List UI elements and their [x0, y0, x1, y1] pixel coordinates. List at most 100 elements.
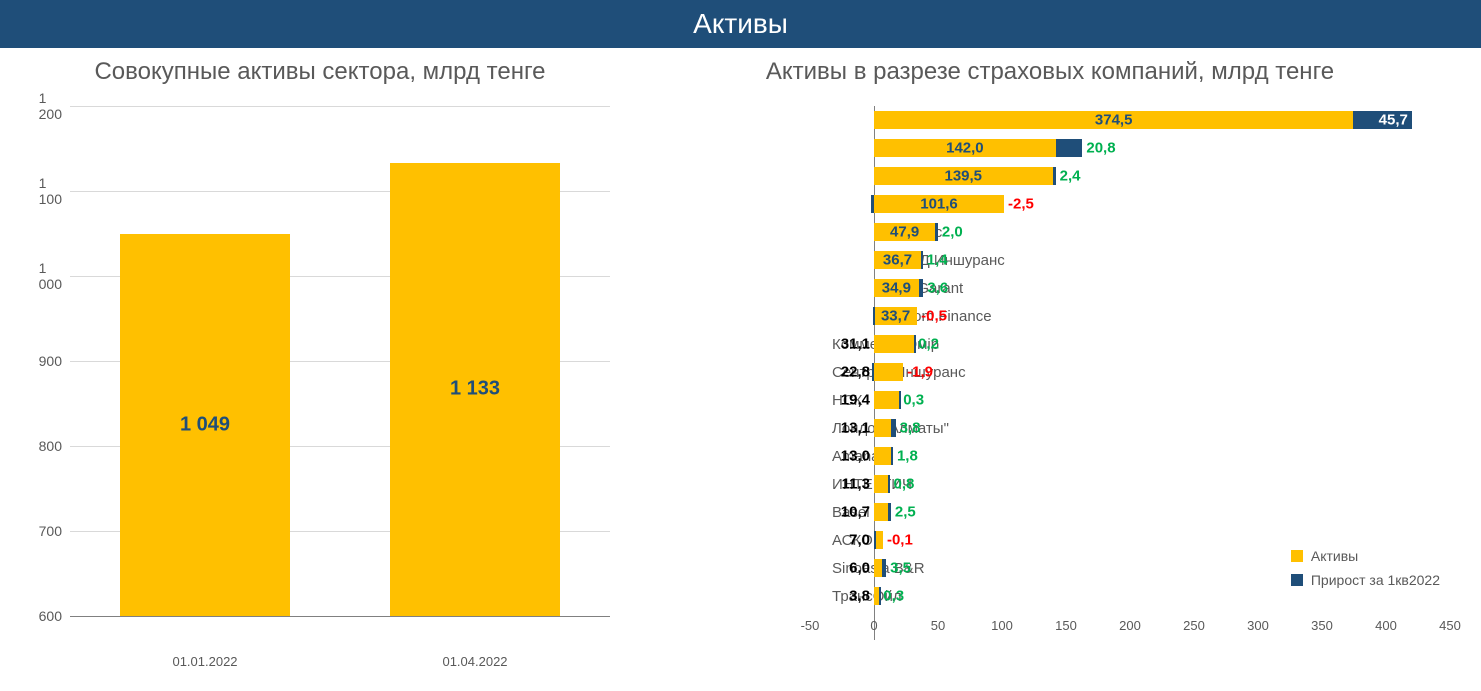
hbar-growth-value: 3,5: [890, 560, 911, 577]
hbar-asset-value: 374,5: [1095, 112, 1133, 129]
x-tick-label: 0: [870, 618, 877, 633]
hbar-asset-value: 101,6: [920, 196, 958, 213]
y-tick-label: 700: [39, 523, 70, 539]
y-tick-label: 1 000: [39, 260, 70, 292]
hbar-growth-value: -0,5: [921, 308, 947, 325]
hbar-row: Freedom Finance33,7-0,5: [810, 302, 1450, 330]
hbar-growth-bar: [891, 447, 893, 465]
x-tick-label: 350: [1311, 618, 1333, 633]
right-hbar-chart: Евразия374,545,7Халык142,020,8KazakhExpo…: [640, 106, 1460, 666]
x-tick-label: 250: [1183, 618, 1205, 633]
hbar-growth-value: 0,3: [903, 392, 924, 409]
hbar-row: KazakhExport139,52,4: [810, 162, 1450, 190]
x-tick-label: 01.04.2022: [442, 654, 507, 669]
hbar-asset-value: 22,8: [841, 364, 870, 381]
hbar-growth-bar: [899, 391, 901, 409]
hbar-row: Виктория101,6-2,5: [810, 190, 1450, 218]
chart-legend: Активы Прирост за 1кв2022: [1291, 548, 1440, 596]
x-tick-label: 01.01.2022: [172, 654, 237, 669]
hbar-category-label: ТрансОйл: [832, 588, 842, 605]
hbar-growth-value: 20,8: [1086, 140, 1115, 157]
hbar-row: ИНТЕРТИЧ11,3 0,8: [810, 470, 1450, 498]
bar-value-label: 1 133: [450, 378, 500, 401]
hbar-growth-value: 0,8: [893, 476, 914, 493]
x-tick-label: 200: [1119, 618, 1141, 633]
hbar-growth-bar: [871, 195, 874, 213]
hbar-asset-bar: [874, 447, 891, 465]
hbar-asset-value: 13,1: [841, 420, 870, 437]
hbar-asset-value: 3,8: [849, 588, 870, 605]
hbar-growth-value: 1,4: [927, 252, 948, 269]
hbar-asset-bar: [874, 391, 899, 409]
hbar-row: Лондон-Алматы"13,13,8: [810, 414, 1450, 442]
x-tick-label: 450: [1439, 618, 1461, 633]
hbar-growth-value: 2,0: [942, 224, 963, 241]
legend-label-assets: Активы: [1311, 548, 1358, 564]
hbar-asset-bar: [874, 363, 903, 381]
hbar-growth-bar: [891, 419, 896, 437]
hbar-growth-value: 45,7: [1379, 112, 1408, 129]
hbar-growth-value: 3,6: [927, 280, 948, 297]
hbar-category-label: ИНТЕРТИЧ: [832, 476, 842, 493]
y-tick-label: 800: [39, 438, 70, 454]
hbar-asset-value: 34,9: [882, 280, 911, 297]
hbar-asset-bar: [874, 419, 891, 437]
hbar-asset-value: 10,7: [841, 504, 870, 521]
hbar-growth-bar: [888, 503, 891, 521]
hbar-growth-value: -0,1: [887, 532, 913, 549]
hbar-growth-bar: [879, 587, 881, 605]
hbar-growth-value: 0,3: [883, 588, 904, 605]
hbar-asset-value: 7,0: [849, 532, 870, 549]
bar-value-label: 1 049: [180, 414, 230, 437]
hbar-growth-value: 1,8: [897, 448, 918, 465]
bar: 1 049: [120, 234, 290, 616]
x-tick-label: 150: [1055, 618, 1077, 633]
gridline: [70, 106, 610, 107]
legend-item-growth: Прирост за 1кв2022: [1291, 572, 1440, 588]
hbar-category-label: Sinoasia B&R: [832, 560, 842, 577]
hbar-row: Казахмыс47,92,0: [810, 218, 1450, 246]
hbar-growth-bar: [1056, 139, 1083, 157]
hbar-asset-bar: [874, 503, 888, 521]
hbar-growth-bar: [921, 251, 923, 269]
bar-group: 1 13301.04.2022: [390, 163, 560, 616]
hbar-growth-bar: [873, 307, 875, 325]
right-chart-title: Активы в разрезе страховых компаний, млр…: [640, 58, 1460, 86]
y-tick-label: 900: [39, 353, 70, 369]
hbar-growth-bar: [872, 363, 874, 381]
hbar-asset-value: 142,0: [946, 140, 984, 157]
hbar-asset-bar: [874, 335, 914, 353]
hbar-growth-bar: [874, 531, 876, 549]
left-bar-chart: 6007008009001 0001 1001 2001 04901.01.20…: [70, 106, 610, 646]
hbar-asset-value: 11,3: [842, 476, 870, 493]
y-tick-label: 1 100: [39, 175, 70, 207]
page-header: Активы: [0, 0, 1481, 48]
x-tick-label: -50: [801, 618, 820, 633]
hbar-row: Евразия374,545,7: [810, 106, 1450, 134]
page-title: Активы: [693, 8, 788, 39]
left-chart-title: Совокупные активы сектора, млрд тенге: [20, 58, 620, 86]
y-tick-label: 1 200: [39, 90, 70, 122]
hbar-growth-bar: [1053, 167, 1056, 185]
hbar-growth-value: 2,4: [1060, 168, 1081, 185]
hbar-asset-value: 47,9: [890, 224, 919, 241]
legend-item-assets: Активы: [1291, 548, 1440, 564]
right-chart-panel: Активы в разрезе страховых компаний, млр…: [640, 58, 1460, 666]
charts-container: Совокупные активы сектора, млрд тенге 60…: [0, 48, 1481, 686]
hbar-asset-value: 13,0: [841, 448, 870, 465]
hbar-row: НОМАД Иншуранс36,71,4: [810, 246, 1450, 274]
left-chart-panel: Совокупные активы сектора, млрд тенге 60…: [20, 58, 640, 666]
hbar-growth-bar: [888, 475, 890, 493]
hbar-asset-bar: [874, 559, 882, 577]
hbar-growth-bar: [935, 223, 938, 241]
bar: 1 133: [390, 163, 560, 616]
hbar-row: Basel10,72,5: [810, 498, 1450, 526]
hbar-growth-value: 2,5: [895, 504, 916, 521]
hbar-growth-value: -2,5: [1008, 196, 1034, 213]
legend-swatch-growth: [1291, 574, 1303, 586]
hbar-asset-value: 6,0: [849, 560, 870, 577]
hbar-row: Коммеск - Өмір31,10,2: [810, 330, 1450, 358]
legend-label-growth: Прирост за 1кв2022: [1311, 572, 1440, 588]
bar-group: 1 04901.01.2022: [120, 234, 290, 616]
hbar-row: Сентрас Иншуранс22,8-1,9: [810, 358, 1450, 386]
